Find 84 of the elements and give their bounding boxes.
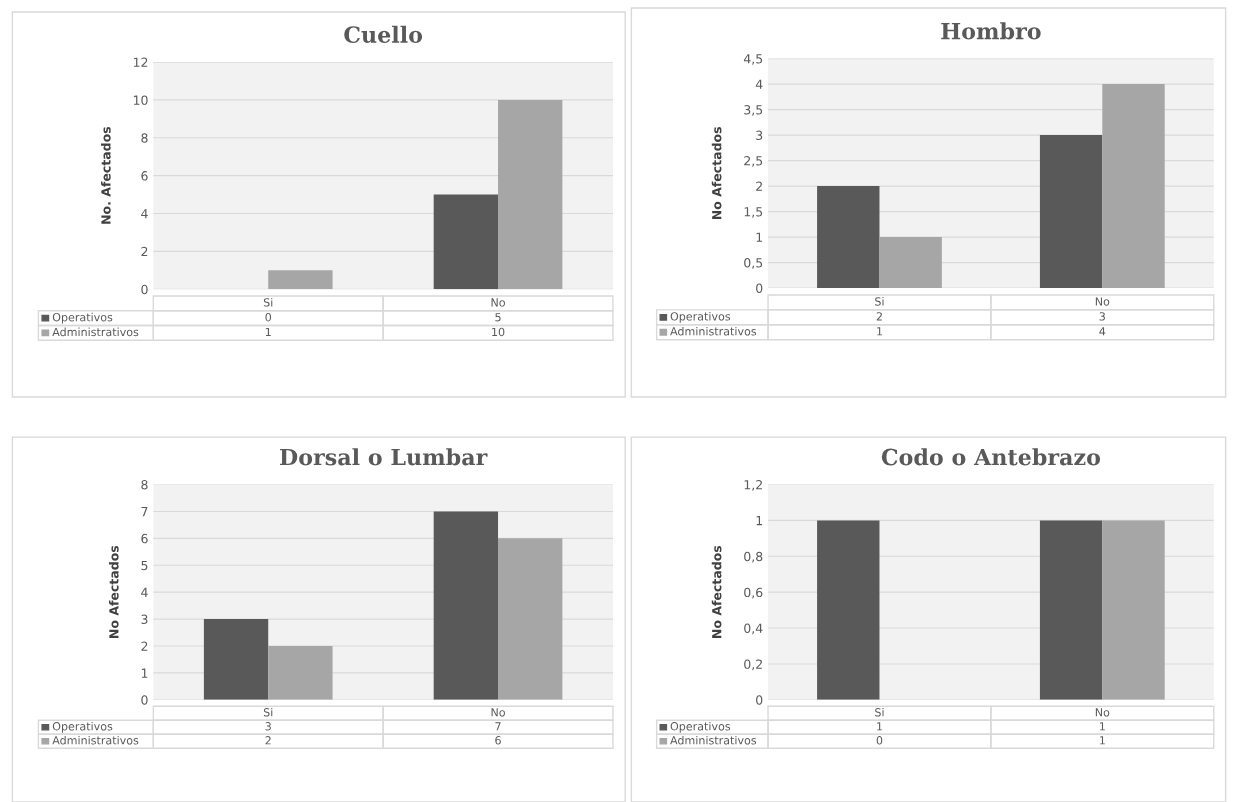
legend-label: Operativos (52, 312, 113, 324)
y-tick-label: 1 (756, 232, 763, 242)
data-label: 10 (492, 327, 505, 337)
y-tick-label: 7 (141, 507, 148, 517)
y-tick-label: 5 (141, 560, 148, 571)
x-tick-label: No (491, 298, 505, 307)
y-axis-title: No Afectados (711, 545, 722, 638)
legend-label: Administrativos (670, 326, 757, 336)
data-label: 4 (1099, 327, 1106, 336)
y-tick-label: 3,5 (744, 105, 763, 116)
y-axis-title: No Afectados (108, 545, 119, 638)
data-label: 7 (495, 722, 501, 731)
y-tick-label: 0,2 (744, 659, 762, 671)
data-label: 5 (495, 313, 501, 322)
y-tick-label: 0 (756, 283, 763, 294)
chart-title: Dorsal o Lumbar (279, 448, 488, 466)
data-label: 6 (495, 736, 501, 745)
y-tick-label: 8 (141, 133, 148, 143)
legend-label: Operativos (670, 311, 731, 323)
y-tick-label: 4 (141, 209, 148, 219)
bar (268, 646, 333, 700)
y-tick-label: 10 (133, 95, 148, 105)
y-tick-label: 6 (141, 533, 148, 544)
bar (1039, 135, 1103, 289)
y-tick-label: 2,5 (744, 156, 763, 167)
y-tick-label: 4,5 (743, 54, 763, 65)
x-tick-label: No (491, 708, 505, 717)
x-tick-label: No (1095, 708, 1110, 717)
y-tick-label: 1,5 (744, 207, 763, 218)
y-tick-label: 2 (756, 181, 762, 191)
legend-label: Administrativos (670, 735, 757, 745)
x-tick-label: Si (875, 297, 884, 306)
legend-label: Operativos (670, 721, 731, 733)
y-tick-label: 0,5 (744, 258, 763, 269)
y-tick-label: 8 (141, 480, 148, 490)
y-tick-label: 0 (141, 695, 148, 705)
y-tick-label: 6 (141, 171, 148, 181)
data-label: 0 (265, 312, 272, 322)
x-tick-label: Si (875, 707, 884, 717)
y-tick-label: 0 (141, 284, 148, 295)
y-tick-label: 2 (141, 641, 148, 651)
x-tick-label: Si (263, 298, 273, 307)
data-label: 3 (1099, 312, 1105, 321)
legend-label: Operativos (52, 721, 113, 733)
y-tick-label: 12 (133, 57, 148, 67)
y-tick-label: 2 (141, 246, 148, 257)
chart-title: Codo o Antebrazo (881, 448, 1101, 466)
y-tick-label: 0,6 (744, 587, 763, 599)
data-label: 1 (265, 327, 271, 336)
y-tick-label: 1 (141, 668, 148, 678)
bar (433, 511, 499, 700)
legend-label: Administrativos (52, 327, 139, 337)
y-tick-label: 0,4 (744, 623, 763, 635)
bar (203, 619, 269, 700)
data-label: 1 (1100, 736, 1105, 745)
chart-title: Cuello (344, 25, 423, 43)
y-tick-label: 0,8 (744, 551, 763, 563)
x-tick-label: No (1095, 297, 1110, 306)
y-tick-label: 1,2 (744, 480, 762, 491)
bar (817, 186, 880, 289)
bar (268, 270, 333, 290)
data-label: 2 (265, 736, 271, 745)
y-tick-label: 3 (756, 130, 763, 141)
y-tick-label: 3 (141, 614, 148, 625)
y-axis-title: No. Afectados (101, 126, 111, 224)
bar (498, 538, 563, 700)
bar (433, 194, 499, 290)
data-label: 0 (876, 736, 883, 745)
bar (1102, 84, 1165, 289)
data-label: 2 (876, 312, 882, 321)
bar (879, 237, 942, 289)
x-tick-label: Si (263, 707, 273, 717)
y-tick-label: 0 (756, 695, 763, 705)
data-label: 1 (1100, 722, 1105, 731)
data-label: 1 (877, 722, 882, 731)
y-tick-label: 1 (756, 516, 763, 526)
legend-label: Administrativos (52, 735, 139, 745)
data-label: 1 (877, 327, 882, 336)
data-label: 3 (265, 722, 271, 731)
y-axis-title: No Afectados (711, 127, 722, 220)
y-tick-label: 4 (755, 79, 763, 89)
chart-title: Hombro (941, 22, 1041, 40)
y-tick-label: 4 (141, 587, 148, 597)
bar (498, 99, 563, 290)
